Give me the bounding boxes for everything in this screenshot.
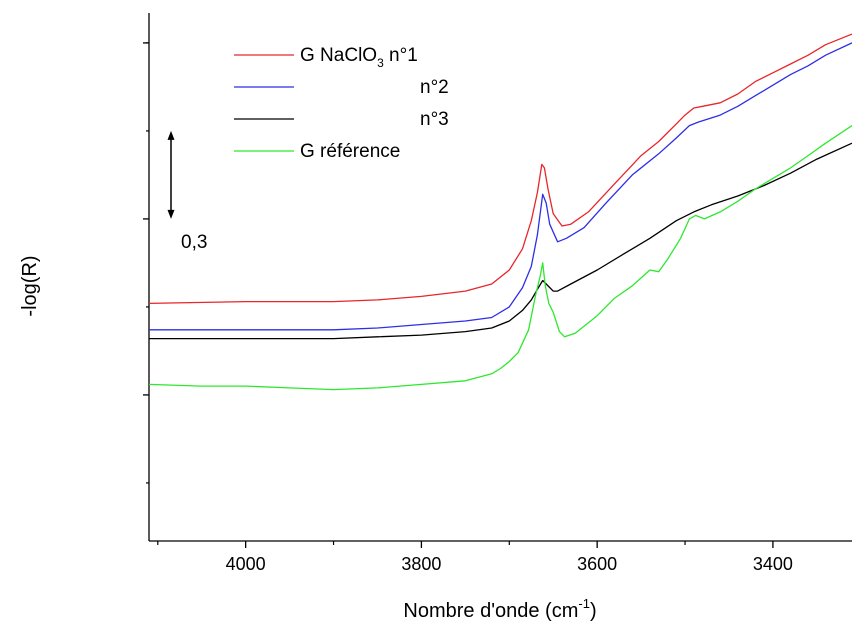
x-tick-label: 3400 — [753, 554, 793, 574]
y-axis-title: -log(R) — [19, 255, 41, 316]
scale-bar-label: 0,3 — [181, 232, 207, 253]
plot-axes — [148, 13, 852, 542]
legend-label-4: G référence — [300, 141, 400, 162]
x-tick-label: 3800 — [401, 554, 441, 574]
axis-ticks: 4000 3800 3600 3400 — [143, 42, 793, 574]
series-line-2 — [149, 42, 852, 331]
scale-bar: 0,3 — [167, 130, 207, 253]
x-tick-label: 3600 — [577, 554, 617, 574]
legend-label-2: n°2 — [420, 77, 449, 98]
x-tick-label: 4000 — [226, 554, 266, 574]
legend: G NaClO3 n°1n°2 n°3 G référence — [234, 45, 449, 162]
legend-label-3: n°3 — [420, 109, 449, 130]
series-line-3 — [149, 142, 852, 340]
scale-arrow-up-icon — [167, 130, 175, 140]
legend-label-1: G NaClO3 n°1 — [300, 45, 418, 70]
scale-arrow-down-icon — [167, 209, 175, 219]
series-group — [148, 33, 852, 391]
series-line-1 — [148, 33, 852, 305]
x-axis-title: Nombre d'onde (cm-1) — [403, 596, 596, 622]
series-line-4 — [148, 125, 852, 391]
